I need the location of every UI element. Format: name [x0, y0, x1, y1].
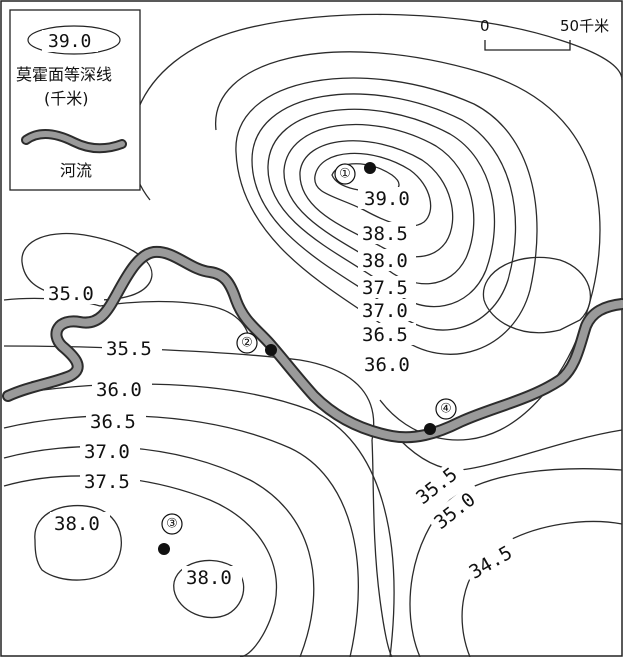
scale-start: 0 [480, 17, 490, 35]
label-37-5-top: 37.5 [362, 277, 408, 299]
legend-contour-sample [27, 25, 121, 55]
contours-bottom-right [371, 429, 623, 657]
contour-35-5-right [399, 429, 623, 471]
river [2, 245, 623, 444]
contour-38-0-a [34, 504, 122, 581]
label-37-0-left: 37.0 [84, 441, 130, 463]
point-2-label: ② [241, 336, 253, 351]
contour-37-5-top [283, 123, 475, 285]
label-36-0-top: 36.0 [364, 354, 410, 376]
label-35-5-left: 35.5 [106, 338, 152, 360]
contour-35-0-right [409, 468, 623, 657]
contour-36-5-left [3, 415, 359, 657]
point-4: ④ [424, 398, 457, 435]
point-3-dot [158, 543, 170, 555]
contour-38-0-b [173, 559, 245, 619]
point-1: ① [334, 162, 376, 185]
point-1-dot [364, 162, 376, 174]
point-4-dot [424, 423, 436, 435]
contour-39-0-top [331, 163, 400, 193]
contour-36-5-top [251, 93, 517, 331]
point-3: ③ [158, 513, 183, 555]
contour-inner-right [482, 256, 591, 334]
label-38-0-b: 38.0 [186, 567, 232, 589]
river-center [4, 247, 623, 442]
label-36-5-left: 36.5 [90, 411, 136, 433]
contour-37-0-top [267, 108, 496, 308]
label-39-0-top: 39.0 [364, 188, 410, 210]
legend: 39.0 莫霍面等深线 (千米) 河流 [9, 9, 141, 191]
label-34-5: 34.5 [465, 542, 516, 584]
label-38-5: 38.5 [362, 223, 408, 245]
label-37-0-top: 37.0 [362, 300, 408, 322]
label-38-0-top: 38.0 [362, 250, 408, 272]
label-38-0-a: 38.0 [54, 513, 100, 535]
contour-36-0-top [235, 77, 538, 355]
legend-river-symbol [23, 131, 125, 152]
point-2-dot [265, 344, 277, 356]
contour-35-5-lower [371, 439, 393, 657]
scale-bar: 0 50千米 [480, 17, 609, 51]
legend-river-label: 河流 [60, 161, 92, 180]
contour-38-0-top [299, 140, 454, 258]
contour-38-5 [314, 152, 432, 227]
contours-top-dome [130, 13, 623, 441]
label-37-5-left: 37.5 [84, 471, 130, 493]
scale-line [484, 40, 571, 51]
legend-contour-title: 莫霍面等深线 [16, 65, 112, 84]
label-35-0-left: 35.0 [48, 283, 94, 305]
label-36-5-top: 36.5 [362, 324, 408, 346]
point-3-label: ③ [166, 517, 178, 532]
legend-sample-value: 39.0 [48, 31, 91, 52]
point-4-label: ④ [440, 402, 452, 417]
contour-37-0-left [3, 445, 315, 657]
contour-34-5 [461, 520, 623, 657]
numbered-points: ① ② ③ ④ [158, 162, 457, 555]
legend-contour-unit: (千米) [44, 89, 89, 108]
point-1-label: ① [339, 167, 351, 182]
point-2: ② [236, 332, 277, 356]
contour-35-5-left [3, 345, 375, 441]
label-36-0-left: 36.0 [96, 379, 142, 401]
scale-end: 50千米 [560, 17, 609, 35]
contour-labels: 39.0 38.5 38.0 37.5 37.0 36.5 36.0 35.0 … [44, 187, 523, 589]
contour-35-5-top [215, 51, 601, 441]
